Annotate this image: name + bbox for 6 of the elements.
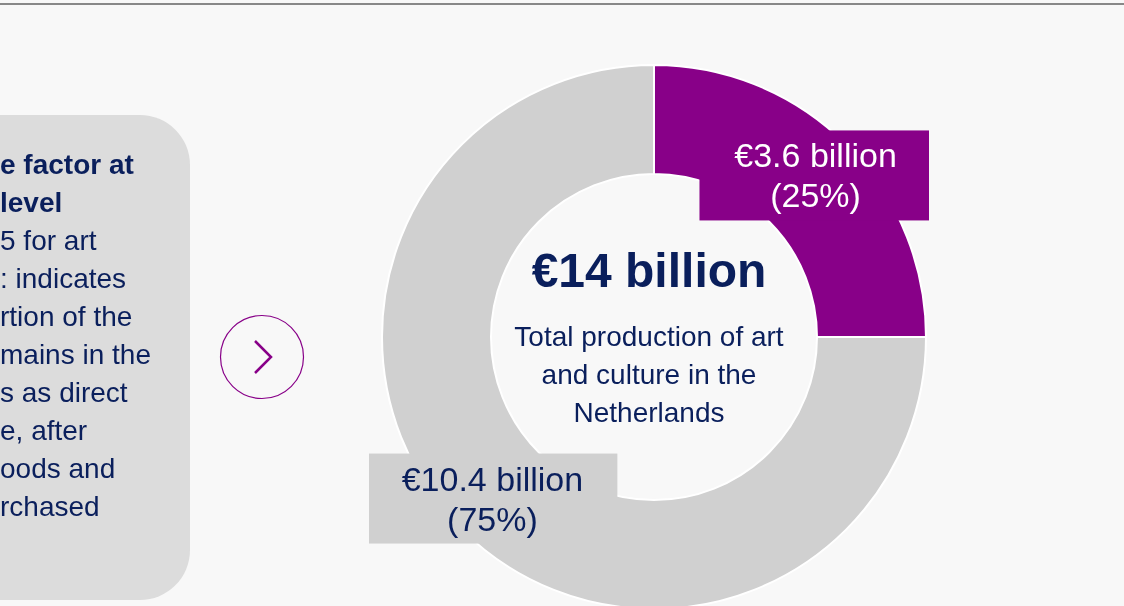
text: 5 for art : indicates rtion of the mains in the s as direct e, after oods and rchased — [0, 224, 152, 524]
text: e factor at level — [0, 148, 135, 220]
text: €14 billion — [530, 243, 768, 299]
text: Total production of art and culture in the Netherlands — [513, 320, 785, 430]
data-label: €10.4 billion (75%) — [401, 459, 584, 538]
data-label: €3.6 billion (25%) — [734, 136, 897, 215]
